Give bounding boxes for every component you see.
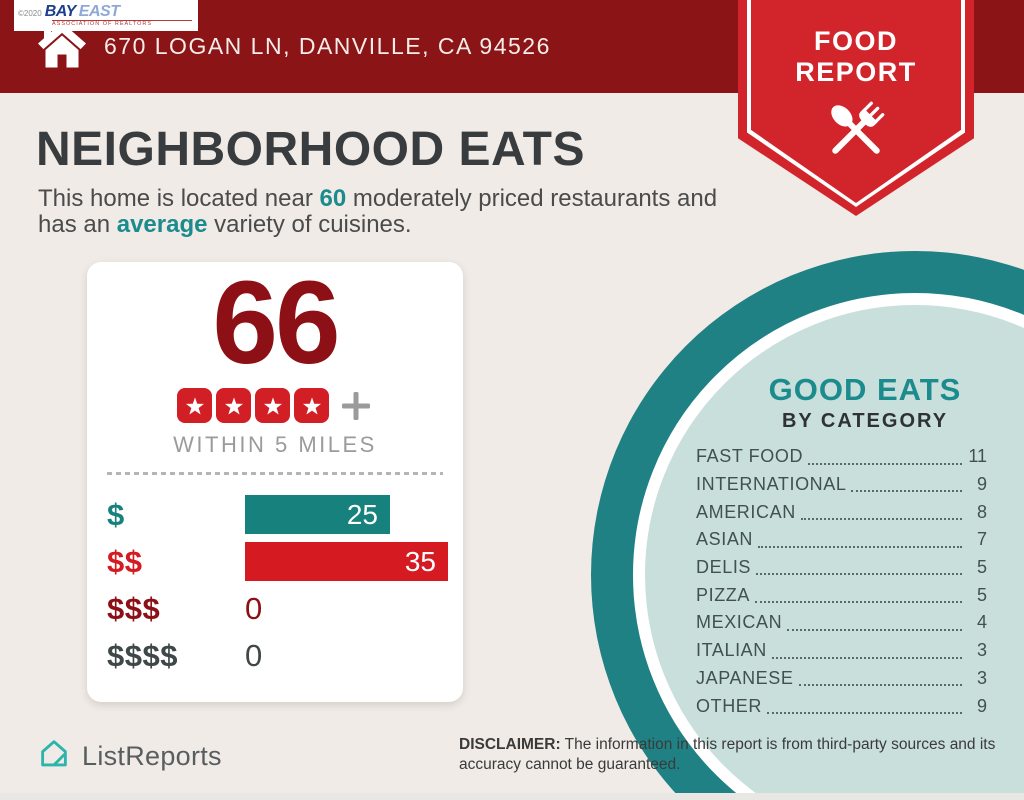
property-address: 670 LOGAN LN, DANVILLE, CA 94526 — [104, 33, 551, 59]
price-row: $25 — [107, 491, 449, 538]
restaurant-score: 66 — [212, 257, 340, 389]
dotted-leader — [756, 573, 962, 576]
category-label: FAST FOOD — [696, 446, 804, 467]
zero-value: 0 — [245, 638, 263, 673]
good-eats-subtitle: BY CATEGORY — [781, 410, 949, 432]
category-label: OTHER — [696, 695, 762, 716]
category-row: ASIAN 7 — [696, 526, 987, 554]
zero-value: 0 — [245, 591, 263, 626]
disclaimer-label: DISCLAIMER: — [459, 736, 561, 753]
category-count: 5 — [976, 557, 987, 578]
category-row: FAST FOOD 11 — [696, 443, 987, 471]
category-count: 5 — [976, 584, 987, 605]
restaurant-count: 60 — [319, 185, 347, 212]
dotted-leader — [758, 545, 962, 548]
bar-zone: 0 — [245, 593, 449, 624]
category-row: ITALIAN 3 — [696, 637, 987, 665]
plus-icon — [339, 389, 373, 423]
price-row: $$$$ 0 — [107, 632, 449, 679]
variety-highlight: average — [116, 211, 208, 238]
price-level-label: $$ — [107, 544, 143, 579]
bayeast-copyright: ©2020 — [18, 9, 42, 19]
price-level-label: $ — [107, 497, 125, 532]
house-icon — [36, 21, 88, 73]
category-label: ASIAN — [696, 529, 754, 550]
star-icon — [255, 388, 290, 423]
category-label: JAPANESE — [696, 667, 794, 688]
category-count: 11 — [968, 446, 987, 467]
category-count: 4 — [976, 612, 987, 633]
category-count: 9 — [976, 695, 987, 716]
dotted-leader — [755, 601, 962, 604]
score-card: 66 WITHIN 5 MILES $25 $$ 35 $$$ 0 $$$$ 0 — [87, 262, 463, 702]
subtitle-post: variety of cuisines. — [207, 211, 412, 238]
category-row: JAPANESE 3 — [696, 665, 987, 693]
price-row: $$ 35 — [107, 538, 449, 585]
stars-row — [87, 388, 463, 423]
bar-zone: 0 — [245, 640, 449, 671]
category-label: DELIS — [696, 557, 752, 578]
disclaimer-text: The information in this report is from t… — [459, 736, 996, 773]
bayeast-name-bold: BAY — [44, 3, 77, 21]
crossed-utensils-icon — [818, 92, 894, 173]
category-list: FAST FOOD 11 INTERNATIONAL 9 AMERICAN 8 ASIAN 7… — [696, 443, 987, 720]
dotted-leader — [808, 462, 962, 465]
price-bar: 25 — [245, 495, 390, 534]
dotted-leader — [787, 628, 962, 631]
ribbon-title-line2: REPORT — [795, 57, 917, 87]
category-row: AMERICAN 8 — [696, 498, 987, 526]
star-icon — [216, 388, 251, 423]
bar-zone: 35 — [245, 542, 449, 581]
category-count: 3 — [976, 667, 987, 688]
star-icon — [294, 388, 329, 423]
bayeast-tagline: ASSOCIATION OF REALTORS — [52, 20, 192, 28]
category-label: INTERNATIONAL — [696, 474, 847, 495]
bar-zone: 25 — [245, 495, 449, 534]
dashed-divider — [107, 472, 443, 475]
category-count: 7 — [976, 529, 987, 550]
price-row: $$$ 0 — [107, 585, 449, 632]
subtitle-mid: moderately priced restaurants and has an — [38, 185, 718, 238]
listreports-brand: ListReports — [36, 736, 222, 777]
listreports-icon — [36, 736, 72, 777]
category-row: PIZZA 5 — [696, 581, 987, 609]
category-count: 3 — [976, 640, 987, 661]
category-label: ITALIAN — [696, 640, 767, 661]
dotted-leader — [798, 684, 962, 687]
good-eats-heading: GOOD EATS BY CATEGORY — [665, 374, 1024, 431]
disclaimer: DISCLAIMER: The information in this repo… — [459, 735, 1016, 774]
bar-value: 25 — [346, 498, 378, 530]
food-report-ribbon: FOOD REPORT — [738, 0, 974, 216]
bar-value: 35 — [404, 545, 436, 577]
dotted-leader — [767, 711, 962, 714]
price-level-label: $$$$ — [107, 638, 178, 673]
dotted-leader — [771, 656, 962, 659]
bayeast-logo: ©2020 BAY EAST ASSOCIATION OF REALTORS — [14, 0, 198, 31]
category-row: OTHER 9 — [696, 692, 987, 720]
category-count: 8 — [976, 501, 987, 522]
subtitle-pre: This home is located near — [38, 185, 320, 212]
category-label: AMERICAN — [696, 501, 796, 522]
within-miles-label: WITHIN 5 MILES — [173, 432, 377, 457]
price-bar: 35 — [245, 542, 448, 581]
category-count: 9 — [976, 474, 987, 495]
bayeast-name-light: EAST — [78, 3, 120, 21]
dotted-leader — [800, 518, 962, 521]
dotted-leader — [851, 490, 962, 493]
category-label: MEXICAN — [696, 612, 783, 633]
category-row: MEXICAN 4 — [696, 609, 987, 637]
bottom-edge-strip — [0, 793, 1024, 800]
ribbon-title-line1: FOOD — [814, 26, 898, 56]
page-title: NEIGHBORHOOD EATS — [36, 123, 585, 176]
category-label: PIZZA — [696, 584, 751, 605]
star-icon — [177, 388, 212, 423]
listreports-wordmark: ListReports — [82, 741, 222, 771]
intro-subtitle: This home is located near 60 moderately … — [38, 186, 718, 238]
category-row: DELIS 5 — [696, 554, 987, 582]
price-bar-chart: $25 $$ 35 $$$ 0 $$$$ 0 — [107, 491, 449, 679]
price-level-label: $$$ — [107, 591, 161, 626]
good-eats-title: GOOD EATS — [768, 372, 962, 407]
category-row: INTERNATIONAL 9 — [696, 471, 987, 499]
